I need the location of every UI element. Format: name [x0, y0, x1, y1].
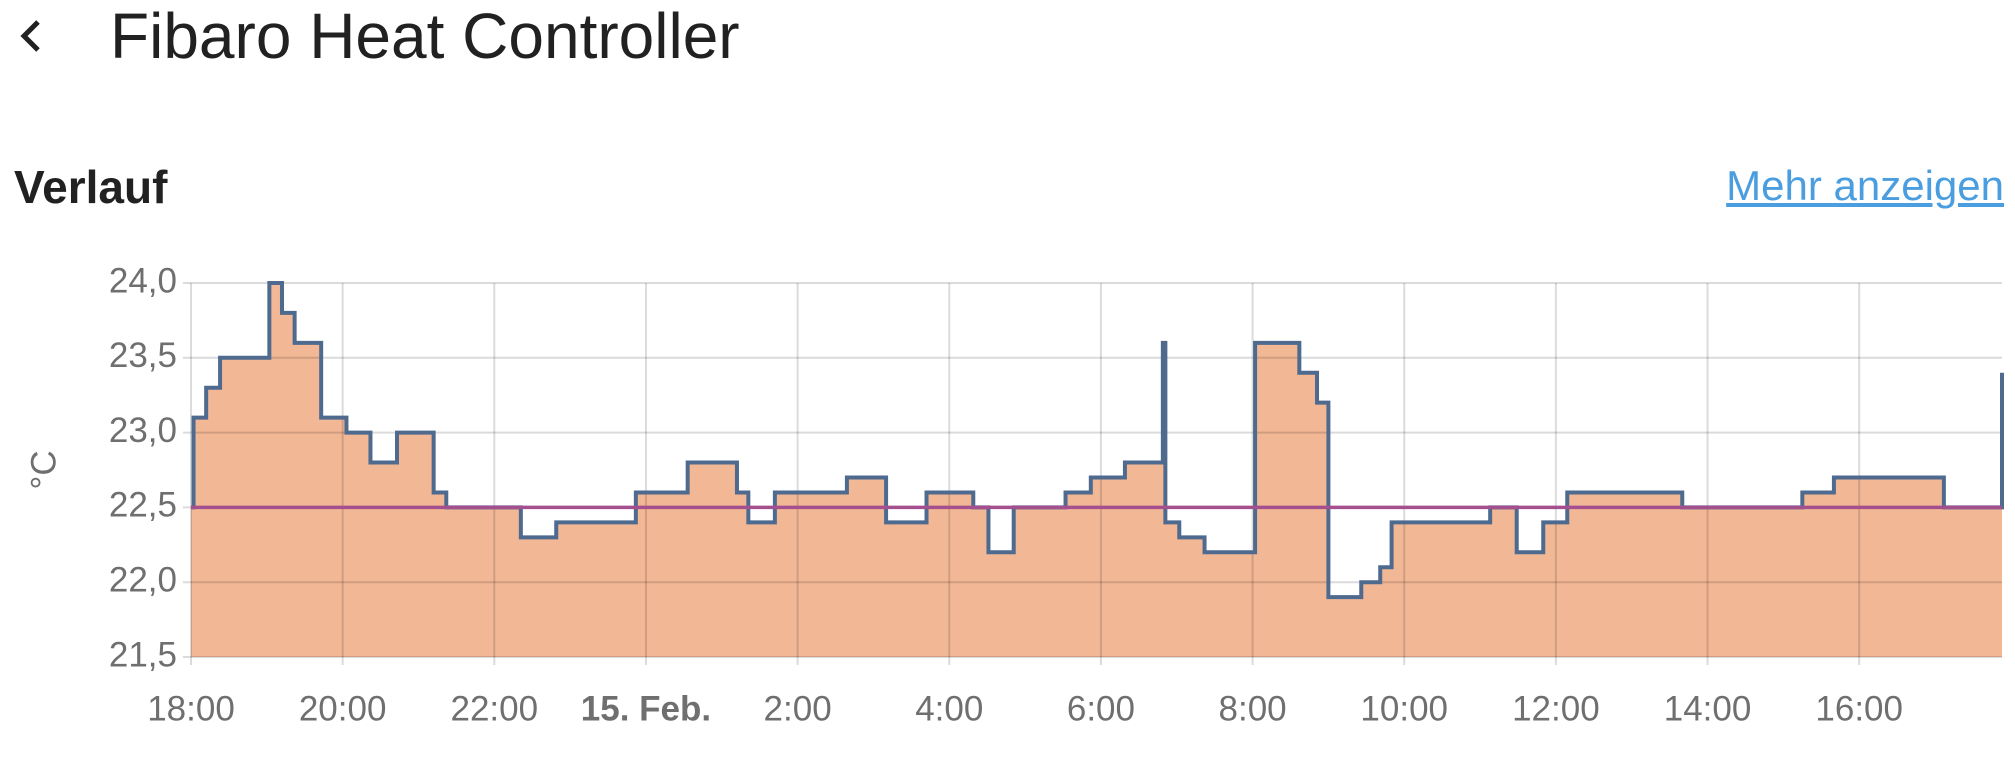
x-tick-label: 14:00 — [1664, 689, 1752, 728]
x-tick-label: 4:00 — [915, 689, 983, 728]
x-tick-label: 18:00 — [147, 689, 235, 728]
section-title: Verlauf — [14, 161, 168, 213]
heating-area — [191, 283, 2002, 657]
x-tick-label: 10:00 — [1360, 689, 1448, 728]
y-tick-label: 22,0 — [109, 560, 177, 599]
page-title: Fibaro Heat Controller — [110, 0, 740, 72]
x-tick-label: 15. Feb. — [581, 689, 711, 728]
x-tick-label: 8:00 — [1219, 689, 1287, 728]
x-tick-label: 12:00 — [1512, 689, 1600, 728]
back-button[interactable] — [12, 14, 52, 58]
y-tick-label: 23,0 — [109, 411, 177, 450]
x-tick-label: 6:00 — [1067, 689, 1135, 728]
y-tick-label: 23,5 — [109, 336, 177, 375]
more-link[interactable]: Mehr anzeigen — [1726, 162, 2004, 209]
y-tick-label: 21,5 — [109, 635, 177, 674]
x-tick-label: 2:00 — [764, 689, 832, 728]
x-tick-label: 20:00 — [299, 689, 387, 728]
y-tick-label: 24,0 — [109, 261, 177, 300]
y-axis-label: °C — [24, 450, 63, 489]
x-tick-label: 22:00 — [451, 689, 539, 728]
y-tick-label: 22,5 — [109, 486, 177, 525]
x-tick-label: 16:00 — [1815, 689, 1903, 728]
